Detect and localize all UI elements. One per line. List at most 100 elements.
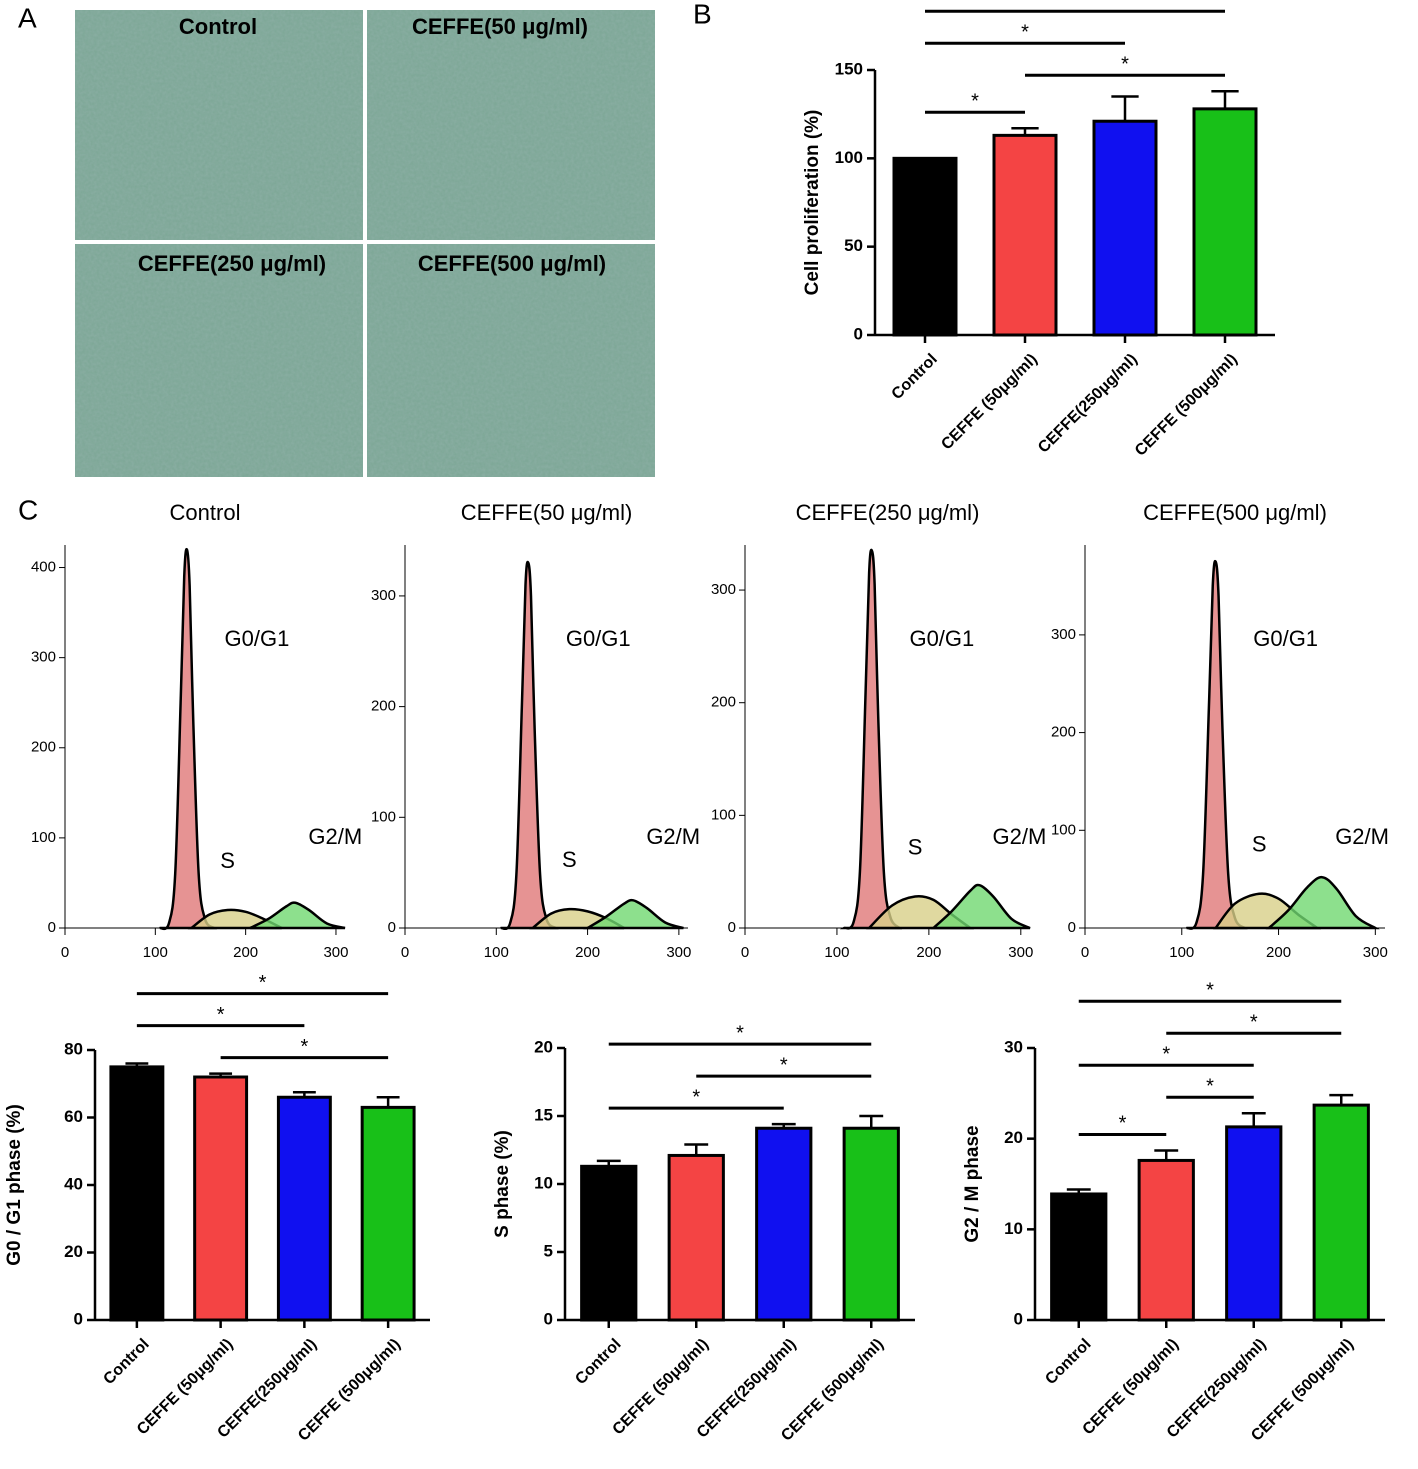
- y-tick-label: 150: [835, 59, 863, 78]
- x-tick-label: 100: [1169, 944, 1194, 961]
- bar: [1137, 1158, 1195, 1322]
- y-tick-label: 50: [844, 236, 863, 255]
- bar: [992, 133, 1058, 337]
- phase-label: G0/G1: [909, 626, 974, 651]
- x-tick-label: 300: [666, 944, 691, 961]
- x-tick-label: CEFFE (50μg/ml): [610, 1336, 713, 1439]
- x-tick-label: 300: [1363, 944, 1388, 961]
- bar: [667, 1153, 725, 1322]
- flow-histogram: CEFFE(250 μg/ml) G0/G1 S G2/M 0 100 200 300 0 100…: [711, 500, 1046, 961]
- x-tick-label: 200: [233, 944, 258, 961]
- bar: [1092, 119, 1158, 337]
- x-tick-label: 100: [143, 944, 168, 961]
- chart-title: CEFFE(500 μg/ml): [1143, 500, 1327, 525]
- bar: [360, 1105, 416, 1322]
- y-tick-label: 0: [1014, 1309, 1023, 1328]
- x-tick-label: Control: [100, 1336, 152, 1388]
- bar: [842, 1126, 900, 1322]
- bar: [276, 1095, 332, 1322]
- phase-area: [839, 548, 903, 930]
- x-tick-label: 0: [61, 944, 69, 961]
- phase-area: [159, 547, 218, 931]
- x-tick-label: 200: [575, 944, 600, 961]
- x-tick-label: CEFFE (500μg/ml): [1132, 351, 1241, 460]
- phase-label: S: [562, 847, 577, 872]
- y-tick-label: 100: [31, 829, 56, 846]
- y-tick-label: 20: [64, 1242, 83, 1261]
- y-tick-label: 400: [31, 558, 56, 575]
- x-tick-label: Control: [889, 351, 941, 403]
- phase-label: S: [1252, 832, 1267, 857]
- panel-label: A: [18, 2, 37, 33]
- y-tick-label: 300: [711, 581, 736, 598]
- y-tick-label: 10: [1004, 1219, 1023, 1238]
- y-tick-label: 40: [64, 1174, 83, 1193]
- y-tick-label: 80: [64, 1039, 83, 1058]
- y-tick-label: 100: [711, 806, 736, 823]
- significance-label: *: [1206, 980, 1214, 1002]
- x-tick-label: CEFFE(250μg/ml): [1035, 351, 1141, 457]
- y-tick-label: 100: [1051, 821, 1076, 838]
- image-label: CEFFE(500 μg/ml): [418, 251, 606, 276]
- x-tick-label: CEFFE (50μg/ml): [1080, 1336, 1183, 1439]
- significance-label: *: [971, 91, 979, 113]
- y-tick-label: 200: [371, 698, 396, 715]
- significance-label: *: [1250, 1012, 1258, 1034]
- y-tick-label: 100: [835, 148, 863, 167]
- phase-label: G0/G1: [1253, 626, 1318, 651]
- chart-title: CEFFE(50 μg/ml): [461, 500, 633, 525]
- phase-label: S: [220, 848, 235, 873]
- y-axis-label: Cell proliferation (%): [802, 110, 823, 296]
- significance-label: *: [259, 972, 267, 994]
- phase-label: G2/M: [1335, 824, 1389, 849]
- y-tick-label: 0: [854, 324, 863, 343]
- x-tick-label: 200: [916, 944, 941, 961]
- phase-area: [583, 898, 684, 930]
- y-tick-label: 20: [534, 1037, 553, 1056]
- phase-area: [930, 883, 1031, 930]
- x-tick-label: 0: [1081, 944, 1089, 961]
- bar: [1192, 107, 1258, 337]
- x-tick-label: Control: [572, 1336, 624, 1388]
- x-tick-label: CEFFE(250μg/ml): [1164, 1336, 1270, 1442]
- y-tick-label: 300: [31, 649, 56, 666]
- x-tick-label: 100: [484, 944, 509, 961]
- y-tick-label: 200: [31, 739, 56, 756]
- micrograph: [75, 10, 363, 240]
- significance-label: *: [1119, 1113, 1127, 1135]
- y-tick-label: 20: [1004, 1128, 1023, 1147]
- x-tick-label: Control: [1042, 1336, 1094, 1388]
- bar-chart: 0 50 100 150 Cell proliferation (%) Control CE…: [802, 0, 1275, 460]
- y-tick-label: 10: [534, 1173, 553, 1192]
- y-tick-label: 30: [1004, 1037, 1023, 1056]
- phase-label: G2/M: [308, 824, 362, 849]
- significance-label: *: [780, 1054, 788, 1076]
- significance-label: *: [692, 1086, 700, 1108]
- significance-label: *: [1121, 53, 1129, 75]
- bar: [755, 1126, 813, 1322]
- bar: [109, 1065, 165, 1322]
- image-label: CEFFE(250 μg/ml): [138, 251, 326, 276]
- y-tick-label: 0: [388, 919, 396, 936]
- chart-title: CEFFE(250 μg/ml): [796, 500, 980, 525]
- y-tick-label: 0: [1068, 919, 1076, 936]
- significance-label: *: [1206, 1076, 1214, 1098]
- flow-histogram: CEFFE(50 μg/ml) G0/G1 S G2/M 0 100 200 300 0 100 2…: [371, 500, 700, 961]
- flow-histogram: Control G0/G1 S G2/M 0 100 200 300 400 0 100 200 300: [31, 500, 362, 961]
- x-tick-label: 0: [741, 944, 749, 961]
- image-label: CEFFE(50 μg/ml): [412, 14, 588, 39]
- y-tick-label: 60: [64, 1107, 83, 1126]
- x-tick-label: 300: [323, 944, 348, 961]
- bar: [1312, 1103, 1370, 1322]
- x-tick-label: CEFFE(250μg/ml): [694, 1336, 800, 1442]
- significance-label: *: [1021, 21, 1029, 43]
- chart-title: Control: [170, 500, 241, 525]
- y-tick-label: 100: [371, 808, 396, 825]
- phase-label: G0/G1: [225, 626, 290, 651]
- x-tick-label: 300: [1008, 944, 1033, 961]
- y-tick-label: 0: [48, 919, 56, 936]
